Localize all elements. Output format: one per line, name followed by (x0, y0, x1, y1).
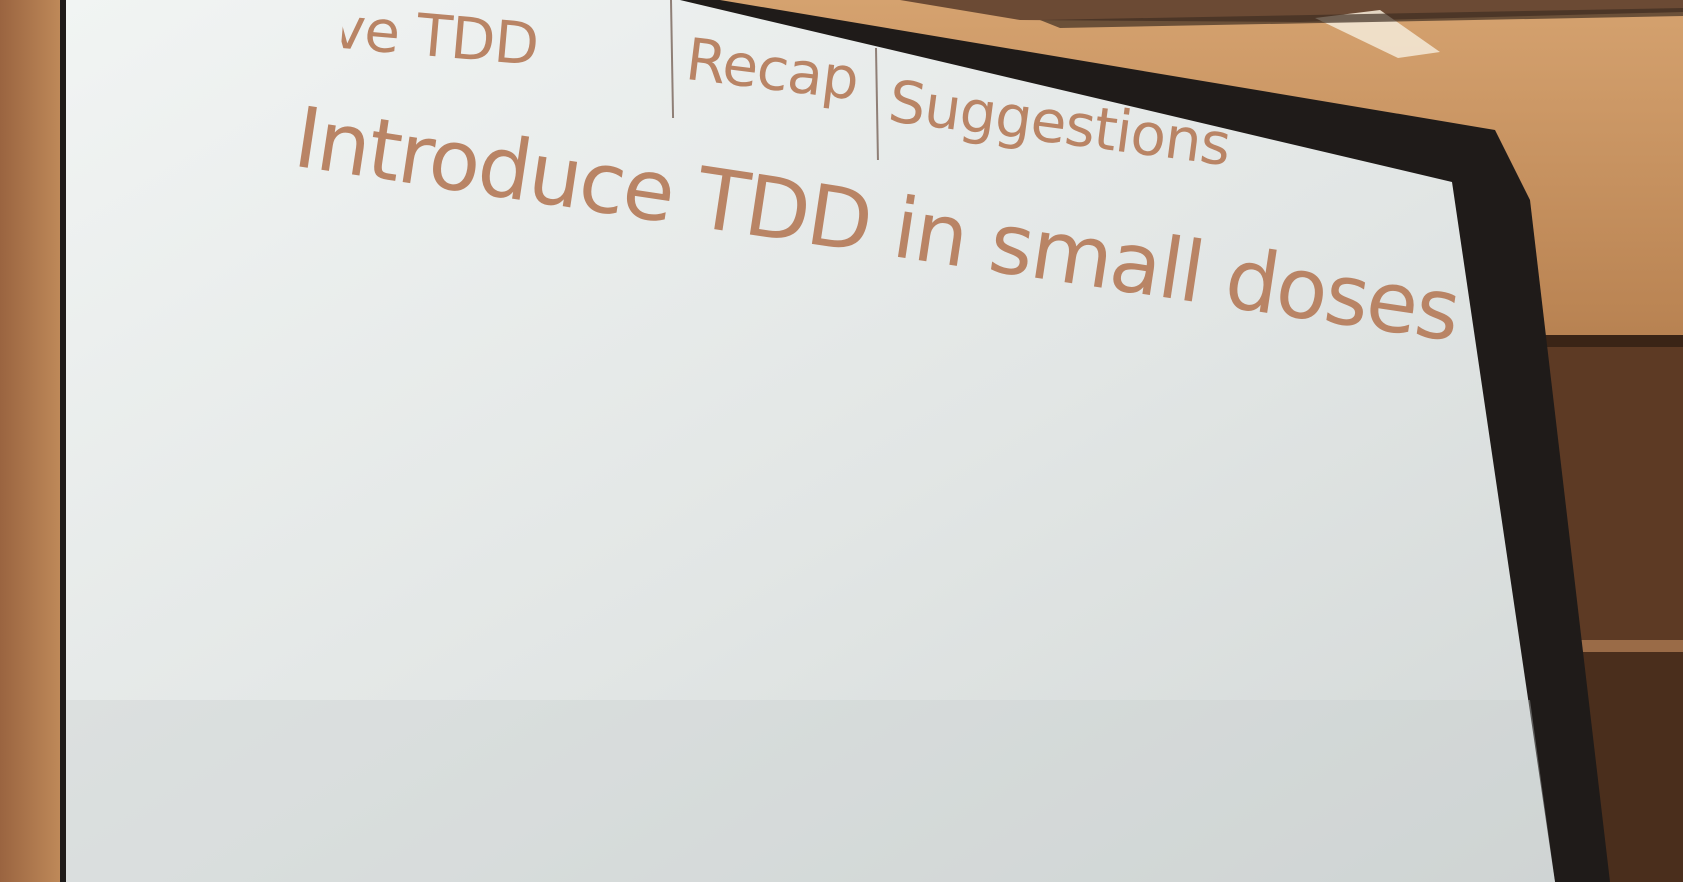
left-wall (0, 0, 70, 882)
ceiling-edge (1040, 8, 1683, 28)
projection-screen (66, 0, 1555, 882)
tab-recap: Recap (682, 25, 862, 114)
screen-shading (66, 700, 1555, 882)
wall-panel-trim (1530, 335, 1683, 347)
tab-divider (670, 0, 675, 118)
tab-suggestions: Suggestions (884, 67, 1235, 180)
tab-divider (875, 47, 879, 160)
tab-previous-section: arrive TDD (234, 0, 541, 80)
